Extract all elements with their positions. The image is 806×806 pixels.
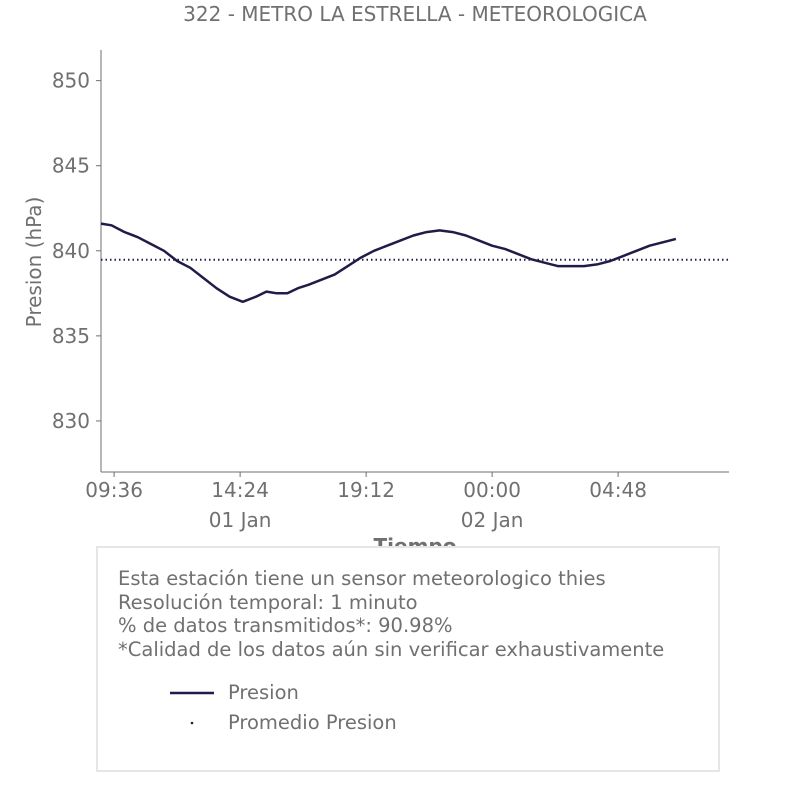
y-tick-label: 840 xyxy=(52,239,90,263)
x-tick-label: 19:12 xyxy=(337,478,395,502)
y-axis-label: Presion (hPa) xyxy=(22,197,46,328)
legend-dot-swatch xyxy=(190,721,194,725)
x-tick-label: 14:24 xyxy=(211,478,269,502)
chart-title: 322 - METRO LA ESTRELLA - METEOROLOGICA xyxy=(183,2,647,26)
x-tick-label: 09:36 xyxy=(85,478,143,502)
series-presion-line xyxy=(100,222,677,304)
y-tick-label: 850 xyxy=(52,69,90,93)
info-box: Esta estación tiene un sensor meteorolog… xyxy=(96,546,720,772)
y-tick-label: 835 xyxy=(52,324,90,348)
x-tick-date-label: 02 Jan xyxy=(461,508,524,532)
legend-label-promedio: Promedio Presion xyxy=(228,711,397,734)
y-tick-label: 845 xyxy=(52,154,90,178)
series-layer xyxy=(100,222,729,304)
y-axis: 830 835 840 845 850 xyxy=(52,50,102,472)
x-tick-label: 04:48 xyxy=(589,478,647,502)
legend-line-swatch xyxy=(170,691,214,695)
legend-label-presion: Presion xyxy=(228,681,299,704)
info-text: Esta estación tiene un sensor meteorolog… xyxy=(118,567,664,661)
info-line-resolution: Resolución temporal: 1 minuto xyxy=(118,590,418,614)
x-tick-date-label: 01 Jan xyxy=(209,508,272,532)
y-tick-label: 830 xyxy=(52,409,90,433)
x-axis: 09:36 14:24 01 Jan 19:12 00:00 02 Jan 04:48 xyxy=(85,471,729,532)
info-line-sensor: Esta estación tiene un sensor meteorolog… xyxy=(118,567,606,590)
info-line-transmitted: % de datos transmitidos*: 90.98% xyxy=(118,614,453,637)
info-line-quality: *Calidad de los datos aún sin verificar … xyxy=(118,637,665,661)
x-tick-label: 00:00 xyxy=(463,478,521,502)
